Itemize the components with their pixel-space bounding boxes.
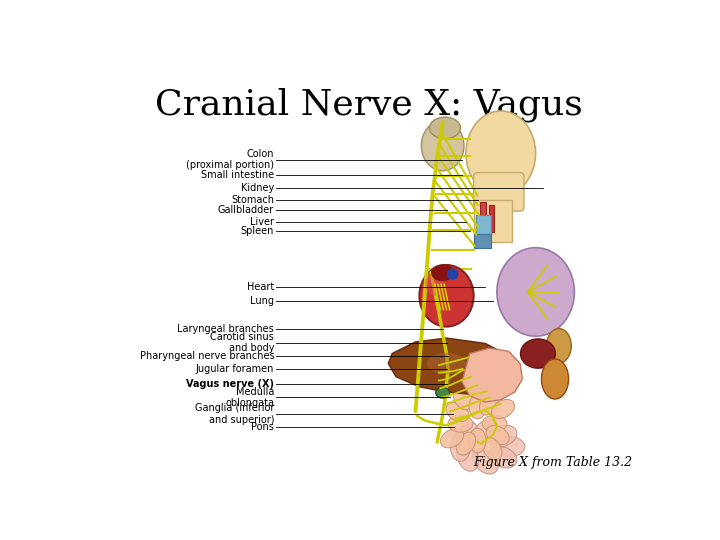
Text: Medulla
oblongata: Medulla oblongata: [225, 387, 274, 408]
Ellipse shape: [419, 265, 474, 327]
Text: Jugular foramen: Jugular foramen: [196, 364, 274, 374]
Ellipse shape: [482, 437, 502, 461]
Ellipse shape: [426, 273, 444, 296]
Text: Cranial Nerve X: Vagus: Cranial Nerve X: Vagus: [155, 88, 583, 123]
Ellipse shape: [469, 394, 486, 419]
Bar: [489, 205, 494, 232]
Polygon shape: [388, 338, 508, 394]
Ellipse shape: [489, 447, 517, 468]
Bar: [474, 200, 513, 242]
Ellipse shape: [480, 392, 499, 415]
Text: Stomach: Stomach: [231, 195, 274, 205]
Ellipse shape: [472, 449, 498, 474]
Ellipse shape: [486, 426, 509, 445]
Ellipse shape: [447, 268, 459, 280]
Text: Small intestine: Small intestine: [201, 170, 274, 180]
Ellipse shape: [466, 111, 536, 195]
Ellipse shape: [497, 248, 575, 336]
FancyBboxPatch shape: [474, 173, 524, 211]
Ellipse shape: [453, 387, 472, 410]
Ellipse shape: [441, 429, 464, 448]
Text: Kidney: Kidney: [241, 183, 274, 193]
Ellipse shape: [446, 402, 469, 422]
Text: Pons: Pons: [251, 422, 274, 431]
Ellipse shape: [429, 117, 461, 139]
Ellipse shape: [489, 426, 517, 447]
Text: Liver: Liver: [250, 217, 274, 227]
Text: Spleen: Spleen: [240, 226, 274, 236]
Ellipse shape: [427, 353, 466, 374]
Text: Vagus nerve (X): Vagus nerve (X): [186, 379, 274, 389]
Ellipse shape: [521, 339, 555, 368]
Ellipse shape: [472, 420, 498, 444]
Ellipse shape: [421, 120, 464, 171]
Text: Lung: Lung: [250, 295, 274, 306]
Ellipse shape: [456, 432, 475, 455]
Ellipse shape: [448, 415, 473, 432]
Bar: [476, 215, 492, 234]
Text: Colon
(proximal portion): Colon (proximal portion): [186, 149, 274, 171]
Bar: [480, 202, 486, 233]
Ellipse shape: [546, 328, 571, 363]
Ellipse shape: [469, 428, 486, 453]
Text: Figure X from Table 13.2: Figure X from Table 13.2: [473, 456, 632, 469]
Ellipse shape: [456, 443, 479, 471]
Text: Carotid sinus
and body: Carotid sinus and body: [210, 332, 274, 353]
Bar: [474, 234, 492, 248]
Ellipse shape: [482, 415, 507, 432]
Ellipse shape: [495, 437, 525, 457]
Ellipse shape: [456, 422, 479, 450]
Text: Laryngeal branches: Laryngeal branches: [177, 324, 274, 334]
Text: Gallbladder: Gallbladder: [218, 205, 274, 215]
Text: Heart: Heart: [247, 282, 274, 292]
Ellipse shape: [431, 264, 454, 281]
Ellipse shape: [492, 400, 515, 419]
Ellipse shape: [436, 387, 449, 398]
Ellipse shape: [451, 432, 471, 461]
Text: Ganglia (inferior
and superior): Ganglia (inferior and superior): [195, 403, 274, 425]
Polygon shape: [462, 348, 523, 402]
Text: Pharyngeal nerve branches: Pharyngeal nerve branches: [140, 351, 274, 361]
Ellipse shape: [541, 359, 569, 399]
